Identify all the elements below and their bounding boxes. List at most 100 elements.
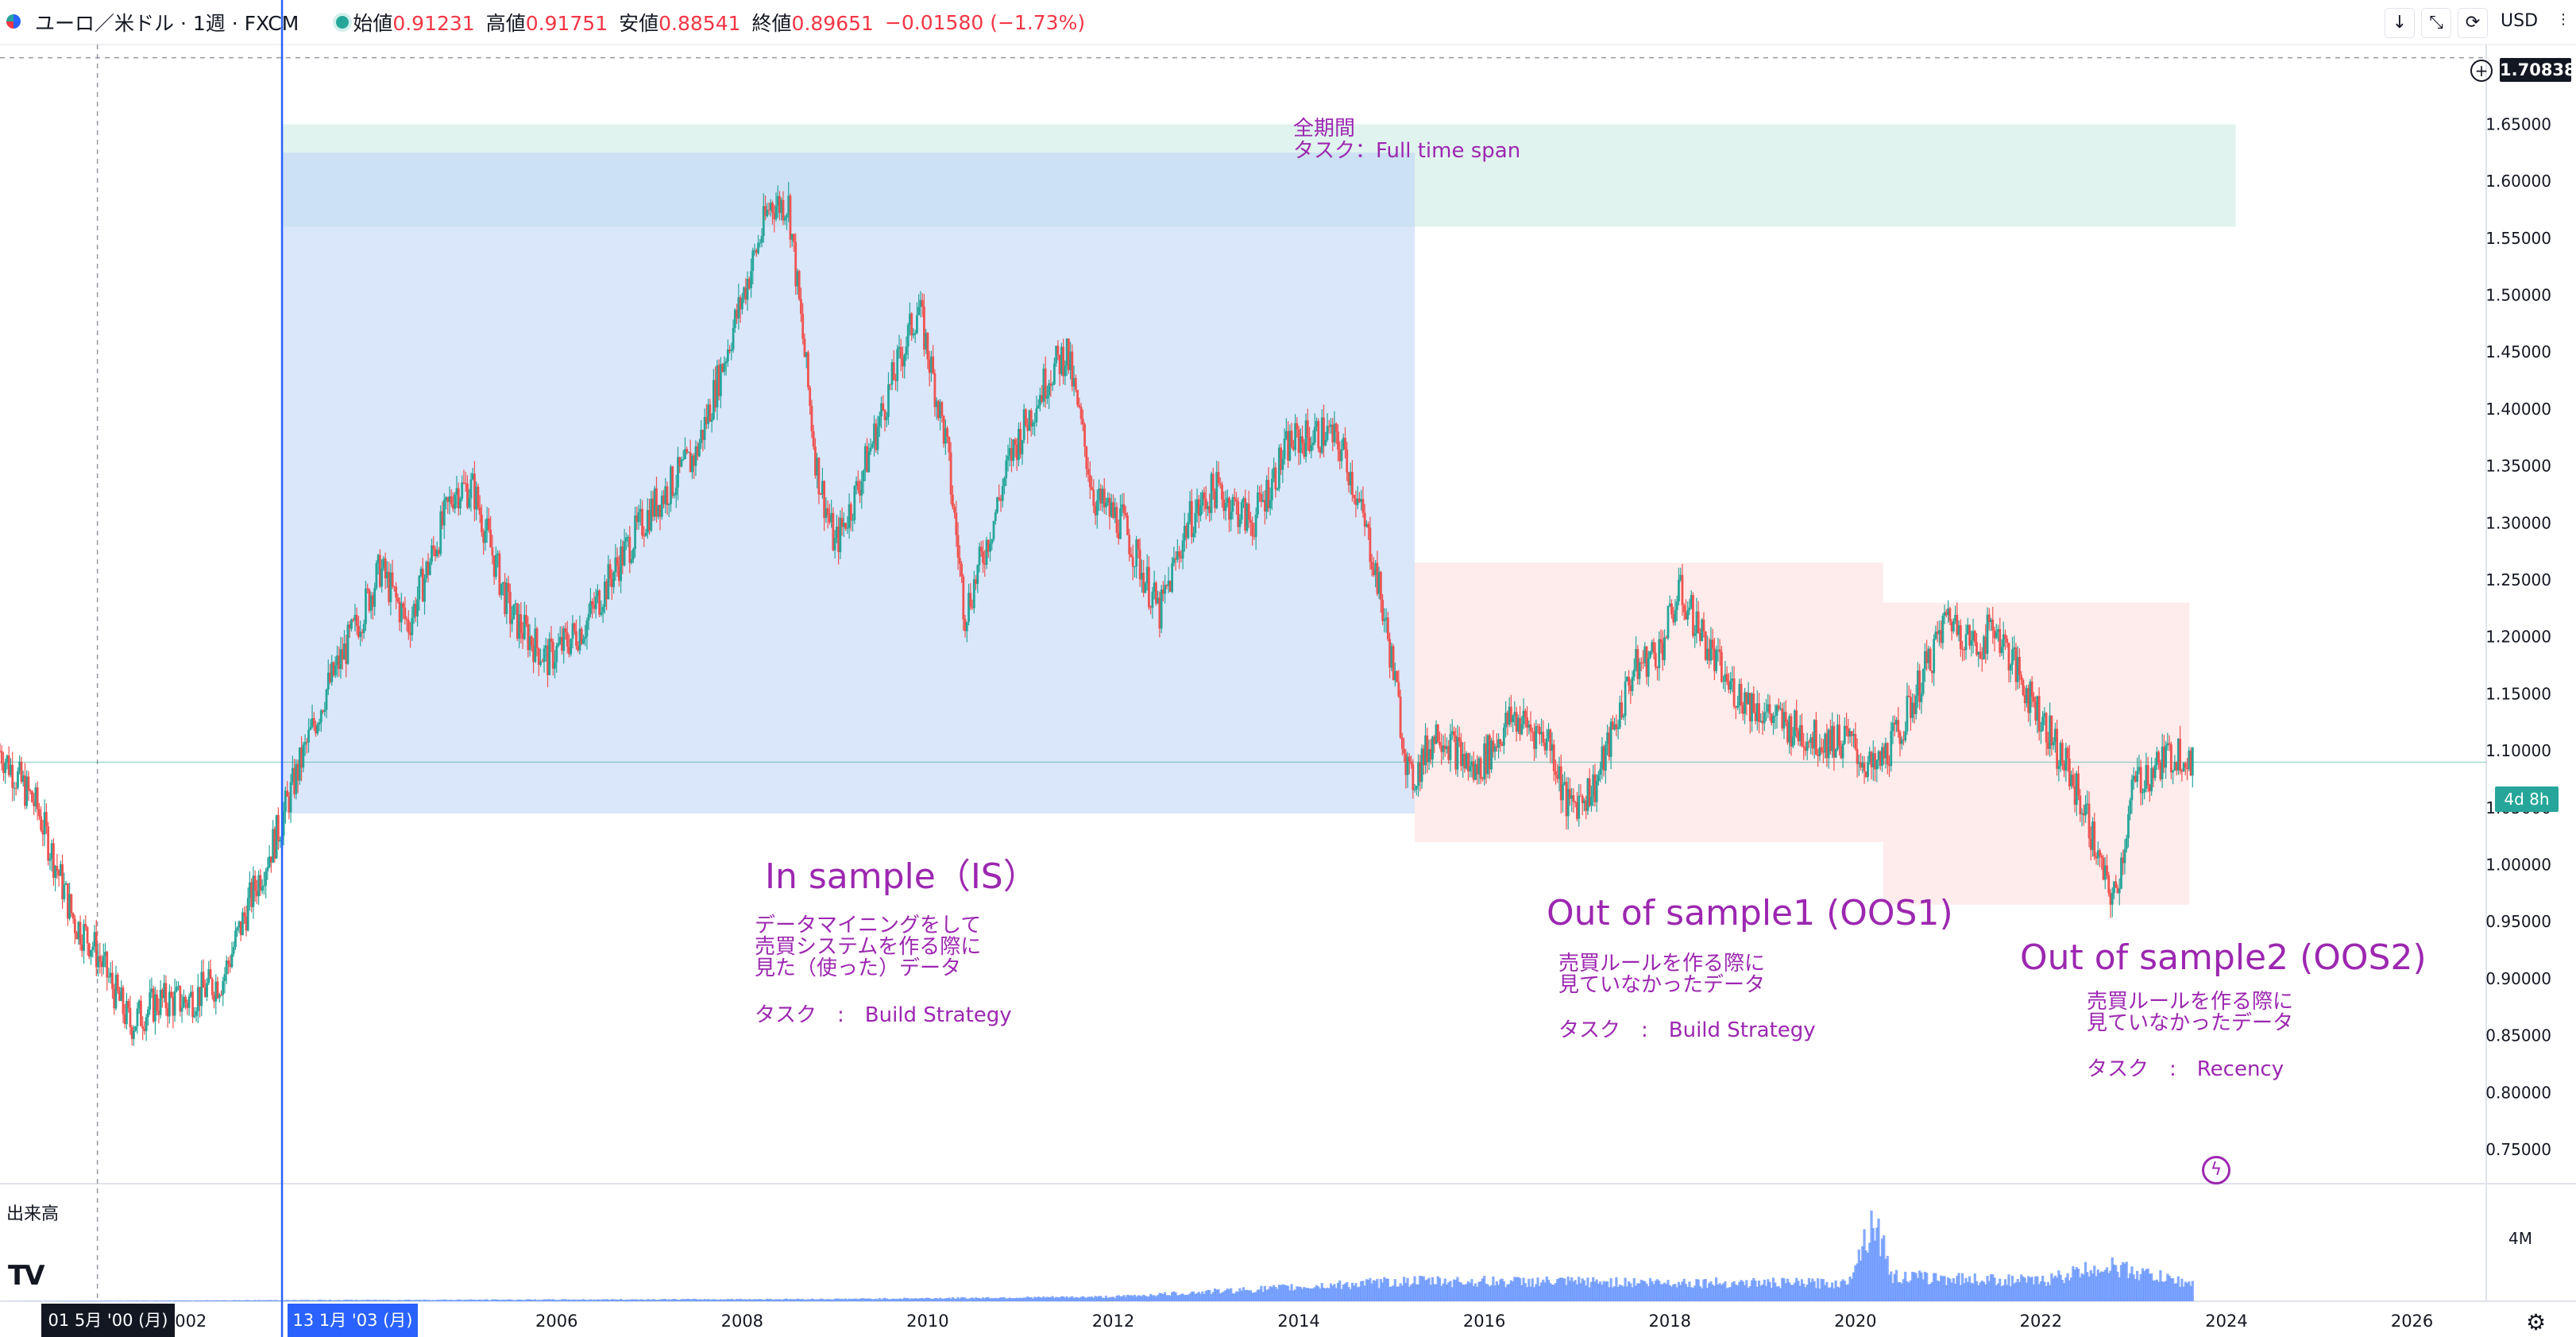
volume-bar (1847, 1284, 1850, 1301)
candle-body (1666, 605, 1670, 639)
add-alert-icon[interactable]: + (2470, 60, 2493, 82)
volume-bar (1940, 1275, 1943, 1301)
volume-bar (1338, 1280, 1342, 1301)
settings-gear-icon[interactable]: ⚙ (2526, 1309, 2547, 1335)
candle-body (712, 380, 715, 419)
candle-body (1317, 420, 1320, 449)
volume-bar (926, 1297, 929, 1301)
volume-bar (1388, 1286, 1392, 1301)
candle-body (2077, 773, 2080, 796)
volume-bar (598, 1299, 601, 1301)
more-menu-icon[interactable]: ⋮ (2556, 11, 2570, 28)
candle-body (790, 234, 794, 240)
candle-body (591, 601, 594, 605)
expand-icon[interactable]: ⤡ (2421, 8, 2451, 38)
volume-bar (1442, 1283, 1445, 1301)
oos1-title[interactable]: Out of sample1 (OOS1) (1547, 893, 1953, 933)
candle-body (2009, 664, 2012, 670)
volume-bar (458, 1299, 462, 1301)
volume-bar (2178, 1286, 2182, 1301)
volume-bar (805, 1299, 808, 1301)
volume-bar (1010, 1298, 1014, 1301)
symbol-title[interactable]: ユーロ／米ドル · 1週 · FXCM (35, 12, 299, 35)
candle-body (2, 763, 5, 774)
candle-body (1114, 507, 1117, 518)
currency-selector[interactable]: USD (2501, 11, 2539, 31)
candle-body (814, 446, 817, 476)
volume-bar (2052, 1277, 2055, 1301)
candle-body (1973, 631, 1976, 643)
volume-bar (1920, 1272, 1923, 1301)
candle-body (230, 953, 234, 968)
candle-body (1520, 724, 1524, 735)
candle-body (195, 1010, 198, 1016)
oos2-description[interactable]: 売買ルールを作る際に 見ていなかったデータ (2087, 990, 2294, 1035)
volume-bar (1559, 1277, 1562, 1301)
candle-body (489, 529, 492, 548)
volume-bar (742, 1299, 746, 1301)
price-tick-label: 1.25000 (2485, 570, 2551, 589)
candle-body (1983, 636, 1985, 659)
is-title[interactable]: In sample（IS） (765, 856, 1038, 897)
volume-bar (1558, 1278, 1561, 1301)
volume-bar (1477, 1281, 1481, 1301)
volume-bar (1087, 1296, 1090, 1301)
candle-body (1881, 747, 1883, 766)
volume-bar (282, 1300, 285, 1301)
volume-bar (1833, 1288, 1836, 1301)
candle-body (1240, 502, 1243, 520)
volume-bar (693, 1298, 696, 1301)
is-task[interactable]: タスク : Build Strategy (755, 1003, 1012, 1027)
candle-body (1490, 740, 1493, 770)
candle-body (1522, 710, 1525, 725)
full-span-title[interactable]: 全期間 (1293, 117, 1356, 141)
volume-bar (1778, 1288, 1782, 1301)
candle-body (1957, 625, 1960, 636)
volume-bar (1230, 1288, 1233, 1301)
candle-body (1663, 637, 1666, 660)
volume-bar (1286, 1285, 1290, 1301)
tradingview-logo-icon[interactable]: TV (8, 1260, 44, 1292)
candle-body (143, 1028, 146, 1031)
volume-bar (1602, 1281, 1605, 1301)
lightning-icon[interactable]: ϟ (2202, 1156, 2230, 1184)
volume-bar (1329, 1283, 1333, 1301)
volume-bar (1963, 1283, 1966, 1301)
candle-body (416, 599, 419, 616)
volume-bar (100, 1300, 103, 1301)
volume-bar (1636, 1283, 1639, 1301)
volume-bar (762, 1299, 765, 1301)
volume-bar (1502, 1281, 1505, 1301)
candle-body (1273, 467, 1276, 479)
volume-bar (2161, 1281, 2164, 1301)
volume-bar (1014, 1298, 1017, 1301)
oos2-title[interactable]: Out of sample2 (OOS2) (2020, 937, 2427, 978)
refresh-icon[interactable]: ⟳ (2458, 8, 2488, 38)
oos1-task[interactable]: タスク : Build Strategy (1558, 1018, 1816, 1042)
candle-body (1006, 455, 1010, 461)
candle-body (123, 1014, 126, 1025)
volume-bar (546, 1299, 550, 1301)
candle-body (1874, 753, 1876, 770)
oos1-description[interactable]: 売買ルールを作る際に 見ていなかったデータ (1558, 952, 1766, 997)
candle-body (1296, 423, 1299, 430)
download-arrow-icon[interactable]: ↓ (2385, 8, 2415, 38)
candle-body (830, 512, 833, 523)
volume-bar (432, 1300, 435, 1301)
candle-body (1181, 540, 1184, 558)
candle-body (2111, 893, 2114, 905)
candle-body (937, 400, 940, 419)
volume-bar (1465, 1284, 1468, 1301)
candle-body (1956, 614, 1959, 636)
candle-body (1699, 632, 1701, 641)
volume-bar (871, 1299, 874, 1301)
volume-bar (1790, 1285, 1793, 1301)
volume-bar (2122, 1262, 2125, 1301)
full-span-task[interactable]: タスク：Full time span (1293, 139, 1521, 163)
oos2-task[interactable]: タスク : Recency (2087, 1057, 2284, 1081)
candle-body (2138, 767, 2141, 771)
candle-body (1130, 554, 1133, 558)
candle-body (848, 504, 851, 528)
is-description[interactable]: データマイニングをして 売買システムを作る際に 見た（使った）データ (755, 914, 982, 980)
